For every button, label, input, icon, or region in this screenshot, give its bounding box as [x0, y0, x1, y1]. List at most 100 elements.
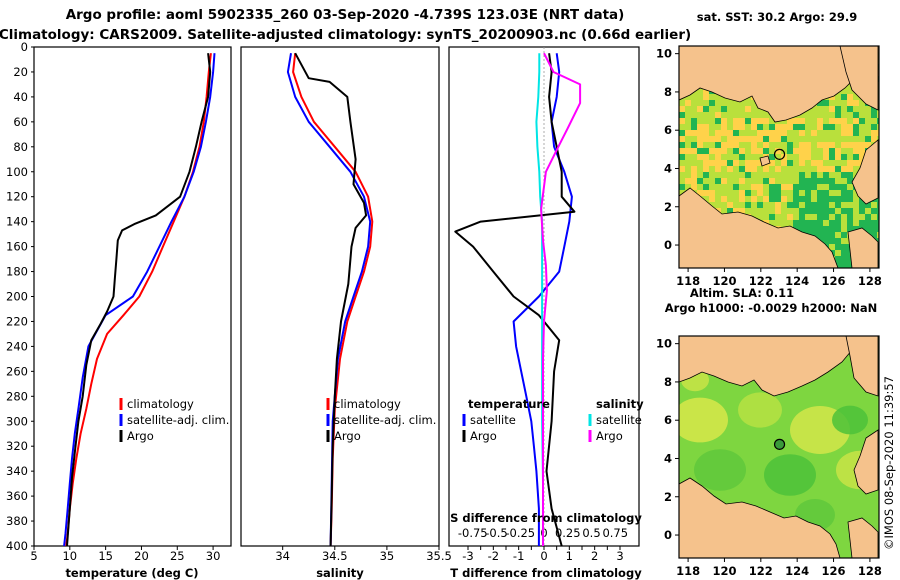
sst-cell — [769, 124, 775, 130]
sst-cell — [877, 196, 879, 202]
sst-cell — [715, 148, 721, 154]
sst-map-lat-label: 0 — [664, 238, 672, 252]
sst-cell — [865, 142, 871, 148]
sst-cell — [679, 166, 685, 172]
sst-cell — [871, 208, 877, 214]
depth-tick-label: 80 — [13, 140, 28, 154]
s-difference-tick-label: 0.75 — [602, 526, 628, 540]
sst-cell — [871, 112, 877, 118]
sst-cell — [793, 184, 799, 190]
sst-cell — [697, 124, 703, 130]
sst-cell — [763, 196, 769, 202]
sst-cell — [829, 118, 835, 124]
sst-cell — [715, 154, 721, 160]
sst-cell — [739, 148, 745, 154]
sst-cell — [811, 202, 817, 208]
sst-cell — [841, 208, 847, 214]
temperature-xlabel: temperature (deg C) — [65, 566, 198, 580]
sst-cell — [775, 166, 781, 172]
sst-cell — [829, 142, 835, 148]
sst-map-lon-label: 124 — [785, 274, 809, 288]
sst-cell — [703, 130, 709, 136]
sst-map-lat-label: 10 — [656, 47, 672, 61]
sst-cell — [775, 130, 781, 136]
salinity-xlabel: salinity — [316, 566, 364, 580]
sst-cell — [877, 220, 879, 226]
sst-cell — [715, 118, 721, 124]
sst-cell — [811, 232, 817, 238]
sst-cell — [877, 238, 879, 244]
sst-cell — [829, 208, 835, 214]
sst-cell — [823, 238, 829, 244]
sla-map-lat-label: 4 — [664, 451, 672, 465]
sst-cell — [853, 148, 859, 154]
sst-cell — [721, 160, 727, 166]
sst-map-lat-label: 4 — [664, 161, 672, 175]
sst-cell — [847, 196, 853, 202]
sst-cell — [685, 178, 691, 184]
series-argo-line — [66, 53, 212, 546]
sst-cell — [703, 88, 709, 94]
t-difference-tick-label: 0 — [540, 549, 547, 563]
imos-credit: ©IMOS 08-Sep-2020 11:39:57 — [882, 376, 896, 550]
depth-tick-label: 0 — [21, 40, 28, 54]
sst-cell — [841, 124, 847, 130]
sst-cell — [739, 118, 745, 124]
sst-cell — [877, 226, 879, 232]
sst-map-field — [679, 46, 879, 268]
sst-cell — [769, 136, 775, 142]
sst-cell — [703, 106, 709, 112]
sst-map-lat-label: 6 — [664, 123, 672, 137]
sst-map-lat-label: 2 — [664, 200, 672, 214]
sst-cell — [847, 208, 853, 214]
sst-cell — [817, 142, 823, 148]
sst-cell — [745, 190, 751, 196]
s-difference-xlabel: S difference from climatology — [450, 511, 642, 525]
sst-cell — [733, 148, 739, 154]
sst-cell — [835, 118, 841, 124]
sst-cell — [847, 214, 853, 220]
sst-cell — [823, 124, 829, 130]
sla-map-lat-label: 6 — [664, 413, 672, 427]
sst-cell — [853, 100, 859, 106]
sst-cell — [835, 184, 841, 190]
sst-cell — [727, 160, 733, 166]
legend-climatology-label: climatology — [127, 397, 194, 411]
sst-cell — [877, 214, 879, 220]
sst-cell — [763, 118, 769, 124]
s-difference-tick-label: -0.25 — [505, 526, 535, 540]
sst-cell — [859, 142, 865, 148]
sst-cell — [679, 118, 685, 124]
sst-cell — [733, 124, 739, 130]
sst-cell — [721, 124, 727, 130]
sst-cell — [679, 142, 685, 148]
salinity-axis-tick-label: 35.5 — [426, 549, 452, 563]
sla-land-southeast — [847, 517, 879, 558]
sst-cell — [715, 136, 721, 142]
sst-cell — [697, 136, 703, 142]
sst-cell — [793, 118, 799, 124]
sst-cell — [841, 190, 847, 196]
sst-cell — [811, 130, 817, 136]
sst-cell — [787, 124, 793, 130]
sst-cell — [817, 100, 823, 106]
sla-map-title: Altim. SLA: 0.11 — [690, 286, 794, 300]
sst-cell — [841, 256, 847, 262]
sla-field-blob — [764, 454, 816, 496]
sst-cell — [787, 160, 793, 166]
series-argo-line — [294, 52, 368, 546]
sst-cell — [823, 208, 829, 214]
sst-cell — [739, 208, 745, 214]
sst-cell — [685, 100, 691, 106]
sst-cell — [805, 148, 811, 154]
legend-satellite-label: satellite-adj. clim. — [334, 413, 436, 427]
sst-cell — [751, 124, 757, 130]
sst-cell — [781, 136, 787, 142]
depth-tick-label: 220 — [6, 314, 28, 328]
sst-cell — [823, 172, 829, 178]
sst-cell — [697, 106, 703, 112]
sst-cell — [697, 154, 703, 160]
sst-cell — [817, 160, 823, 166]
sst-cell — [859, 154, 865, 160]
sst-cell — [745, 166, 751, 172]
